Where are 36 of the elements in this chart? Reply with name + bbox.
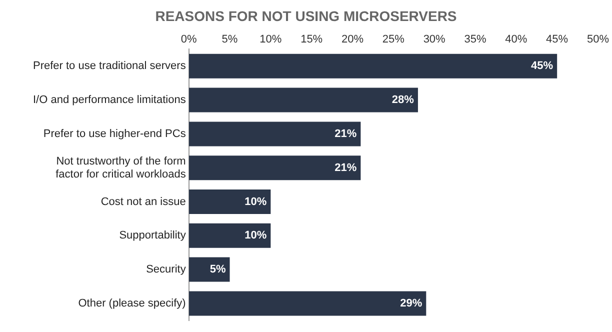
x-tick-label: 45% xyxy=(546,34,568,46)
bar xyxy=(188,156,361,180)
bar xyxy=(188,257,230,282)
data-label: 45% xyxy=(531,60,554,72)
x-tick-label: 5% xyxy=(222,34,238,46)
y-tick-label: Prefer to use traditional servers xyxy=(32,60,186,72)
x-tick-label: 15% xyxy=(300,34,323,46)
x-tick-label: 0% xyxy=(180,34,198,46)
data-label: 21% xyxy=(334,162,357,174)
data-label: 10% xyxy=(244,196,267,208)
data-label: 28% xyxy=(392,94,414,106)
bar xyxy=(188,88,418,112)
x-tick-label: 30% xyxy=(423,34,446,46)
bar xyxy=(188,291,426,316)
data-label: 5% xyxy=(210,264,226,276)
bar xyxy=(188,122,361,146)
y-tick-label: Other (please specify) xyxy=(78,297,186,310)
x-tick-label: 10% xyxy=(260,34,282,46)
y-tick-label: I/O and performance limitations xyxy=(32,94,186,106)
data-label: 21% xyxy=(334,128,357,140)
x-tick-label: 40% xyxy=(505,34,528,46)
y-tick-label: Cost not an issue xyxy=(100,196,186,208)
x-tick-label: 25% xyxy=(382,34,405,46)
bar xyxy=(188,54,558,78)
x-tick-label: 50% xyxy=(586,34,610,46)
data-label: 29% xyxy=(400,297,422,310)
chart-title: REASONS FOR NOT USING MICROSERVERS xyxy=(154,8,458,24)
y-tick-label: Security xyxy=(146,264,186,276)
y-tick-label: Prefer to use higher-end PCs xyxy=(43,128,186,140)
y-tick-label: Not trustworthy of the form factor for critical workloads xyxy=(56,155,186,180)
data-label: 10% xyxy=(244,230,267,242)
x-tick-label: 20% xyxy=(341,34,364,46)
y-tick-label: Supportability xyxy=(119,230,186,242)
bar xyxy=(188,223,271,248)
bar xyxy=(188,190,271,214)
x-tick-label: 35% xyxy=(464,34,486,46)
